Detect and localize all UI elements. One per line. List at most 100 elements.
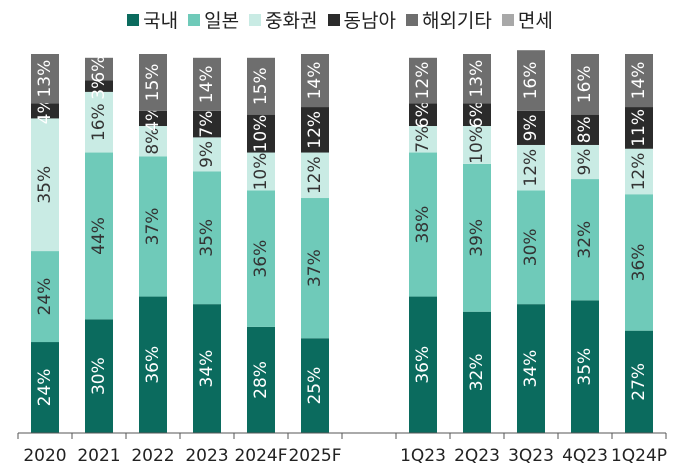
bar-segment (571, 179, 599, 301)
data-label: 32% (575, 221, 595, 259)
bar-segment (517, 110, 545, 145)
data-label: 12% (413, 62, 433, 100)
x-tick-label: 4Q23 (562, 446, 608, 466)
data-label: 14% (305, 62, 325, 100)
bar-segment (193, 137, 221, 172)
data-label: 11% (629, 109, 649, 147)
data-label: 35% (575, 348, 595, 386)
data-label: 7% (197, 111, 217, 138)
bar-segment (517, 190, 545, 305)
bar-segment (247, 190, 275, 327)
data-label: 30% (521, 228, 541, 266)
legend-label: 해외기타 (421, 10, 492, 32)
bar-segment (193, 304, 221, 433)
data-label: 9% (575, 149, 595, 176)
legend-label: 동남아 (343, 10, 396, 32)
data-label: 36% (413, 346, 433, 384)
bar-segment (625, 107, 653, 149)
bar-segment (31, 103, 59, 119)
data-label: 44% (89, 217, 109, 255)
legend-item-southeast-asia: 동남아 (327, 6, 396, 33)
bar-segment (31, 342, 59, 433)
bar-segment (247, 326, 275, 433)
x-tick-label: 2025F (288, 446, 341, 466)
bar-segment (85, 152, 113, 320)
data-label: 14% (197, 65, 217, 103)
bar-segment (301, 338, 329, 433)
data-label: 12% (305, 111, 325, 149)
bar-segment (85, 80, 113, 92)
data-label: 24% (35, 369, 55, 407)
data-label: 13% (35, 60, 55, 98)
data-label: 14% (629, 62, 649, 100)
x-tick-label: 2Q23 (454, 446, 500, 466)
legend-swatch (501, 13, 514, 26)
bar-segment (193, 171, 221, 305)
bar-segment (517, 144, 545, 191)
data-label: 35% (197, 219, 217, 257)
x-tick-label: 2022 (131, 446, 174, 466)
data-label: 12% (305, 156, 325, 194)
legend-label: 국내 (143, 10, 179, 32)
legend-item-duty-free: 면세 (501, 6, 553, 33)
bar-segment (301, 107, 329, 153)
data-label: 6% (467, 101, 487, 128)
data-label: 9% (197, 141, 217, 168)
bar-segment (625, 148, 653, 195)
bar-segment (409, 103, 437, 127)
data-label: 37% (143, 208, 163, 246)
bar-segment (247, 57, 275, 115)
data-label: 24% (35, 278, 55, 316)
bar-segment (517, 304, 545, 433)
legend-swatch (188, 13, 201, 26)
data-label: 25% (305, 367, 325, 405)
bar-segment (31, 251, 59, 343)
bar-segment (463, 126, 491, 164)
data-label: 28% (251, 361, 271, 399)
data-label: 8% (143, 128, 163, 155)
x-tick-label: 3Q23 (508, 446, 554, 466)
bar-segment (193, 110, 221, 138)
bar-segment (409, 57, 437, 104)
data-label: 38% (413, 206, 433, 244)
bar-segment (301, 54, 329, 108)
bar-segment (31, 54, 59, 104)
bar-segment (463, 311, 491, 433)
bar-segment (571, 144, 599, 180)
bar-segment (31, 118, 59, 252)
data-label: 34% (521, 350, 541, 388)
data-label: 39% (467, 219, 487, 257)
legend-label: 중화권 (265, 10, 318, 32)
legend-swatch (127, 13, 140, 26)
legend-item-greater-china: 중화권 (249, 6, 318, 33)
bar-segment (193, 57, 221, 111)
x-tick-label: 1Q24P (611, 446, 667, 466)
bar-segment (139, 110, 167, 127)
data-label: 15% (251, 67, 271, 105)
bar-segment (301, 198, 329, 339)
bar-segment (139, 54, 167, 111)
bar-segment (85, 57, 113, 81)
data-label: 8% (575, 116, 595, 143)
legend-swatch (327, 13, 340, 26)
bar-segment (409, 152, 437, 297)
x-tick-label: 2020 (23, 446, 66, 466)
data-label: 32% (467, 353, 487, 391)
bar-segment (625, 330, 653, 433)
bar-segment (85, 319, 113, 433)
data-label: 7% (413, 126, 433, 153)
bar-segment (247, 114, 275, 153)
legend-label: 일본 (204, 10, 240, 32)
legend: 국내 일본 중화권 동남아 해외기타 면세 (0, 6, 680, 33)
bar-segment (463, 54, 491, 104)
x-tick-label: 1Q23 (400, 446, 446, 466)
x-tick-label: 2024F (234, 446, 287, 466)
bar-segment (517, 50, 545, 111)
bar-segment (139, 156, 167, 297)
bar-segment (571, 114, 599, 145)
bar-segment (139, 296, 167, 433)
data-label: 36% (629, 244, 649, 282)
data-label: 36% (143, 346, 163, 384)
data-label: 4% (35, 97, 55, 124)
